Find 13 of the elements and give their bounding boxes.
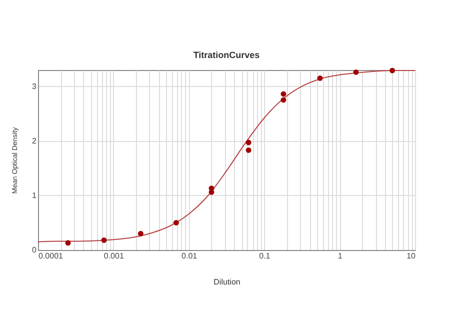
y-tick-label: 0 bbox=[32, 246, 38, 254]
x-tick-label: 0.01 bbox=[182, 252, 198, 260]
x-tick-label: 0.1 bbox=[259, 252, 271, 260]
x-tick-label: 10 bbox=[406, 252, 416, 260]
chart-title: TitrationCurves bbox=[193, 50, 260, 60]
x-axis-title: Dilution bbox=[214, 278, 240, 286]
y-tick-label: 2 bbox=[32, 136, 38, 146]
x-tick-label: 1 bbox=[338, 252, 343, 260]
y-tick-label: 3 bbox=[32, 82, 38, 91]
x-tick-label: 0.0001 bbox=[38, 252, 64, 260]
line-series bbox=[38, 70, 416, 242]
x-tick-label: 0.001 bbox=[104, 252, 124, 260]
y-tick-label: 1 bbox=[32, 190, 38, 200]
